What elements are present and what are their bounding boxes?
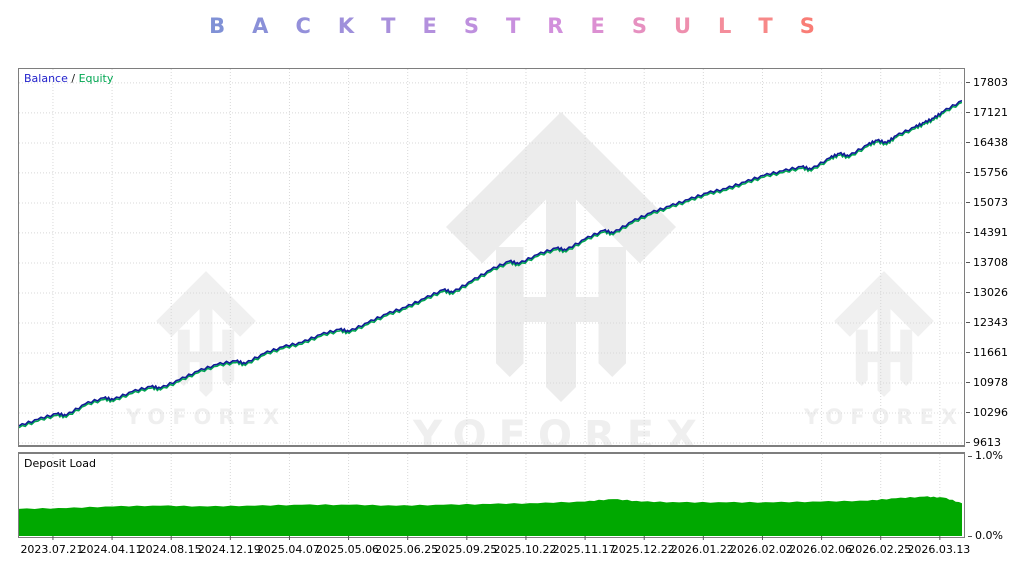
- legend-equity-label: Equity: [78, 72, 114, 85]
- title-letter: A: [252, 14, 269, 38]
- yoforex-watermark-left: YOFOREX: [126, 269, 279, 429]
- title-letter: B: [209, 14, 226, 38]
- y-axis-tick-label: 13026: [966, 286, 1008, 299]
- legend-separator: /: [67, 72, 79, 85]
- x-axis-tick-label: 2025.09.25: [434, 543, 498, 556]
- x-axis-tick-label: 2025.04.07: [256, 543, 320, 556]
- title-letter: C: [295, 14, 311, 38]
- balance-equity-chart: [19, 69, 962, 444]
- x-axis-tick-label: 2025.10.22: [493, 543, 557, 556]
- title-letter: L: [718, 14, 732, 38]
- y-axis-tick-label: 17121: [966, 106, 1008, 119]
- y-axis-tick-label: 10296: [966, 406, 1008, 419]
- x-axis-tick-label: 2026.02.02: [729, 543, 793, 556]
- y-axis-tick-label: 12343: [966, 316, 1008, 329]
- x-axis-tick-label: 2026.03.13: [907, 543, 971, 556]
- title-letter: S: [631, 14, 647, 38]
- title-letter: T: [505, 14, 521, 38]
- x-axis-tick-label: 2023.07.21: [20, 543, 84, 556]
- x-axis-tick-label: 2026.02.06: [789, 543, 853, 556]
- legend-balance-label: Balance: [24, 72, 68, 85]
- title-letter: R: [547, 14, 564, 38]
- title-letter: S: [799, 14, 815, 38]
- deposit-load-panel: Deposit Load: [18, 452, 965, 540]
- title-letter: K: [337, 14, 355, 38]
- title-letter: S: [463, 14, 479, 38]
- deposit-min-label: 0.0%: [968, 529, 1003, 542]
- yoforex-logo-icon: [156, 271, 256, 397]
- x-axis-tick-label: 2025.06.25: [375, 543, 439, 556]
- x-axis-tick-label: 2026.02.25: [848, 543, 912, 556]
- y-axis-tick-label: 9613: [966, 436, 1001, 449]
- y-axis-tick-label: 15756: [966, 166, 1008, 179]
- chart-legend: Balance / Equity: [24, 72, 113, 85]
- x-axis-tick-label: 2024.08.15: [138, 543, 202, 556]
- title-letter: E: [422, 14, 437, 38]
- title-letter: T: [381, 14, 396, 38]
- x-axis-tick-label: 2026.01.22: [670, 543, 734, 556]
- y-axis-tick-label: 16438: [966, 136, 1008, 149]
- x-axis-tick-label: 2025.11.17: [552, 543, 616, 556]
- deposit-max-label: 1.0%: [968, 449, 1003, 462]
- yoforex-logo-icon: [446, 112, 676, 402]
- y-axis-tick-label: 10978: [966, 376, 1008, 389]
- y-axis-tick-label: 11661: [966, 346, 1008, 359]
- watermark-text: YOFOREX: [125, 405, 287, 429]
- x-axis-tick-label: 2024.04.11: [79, 543, 143, 556]
- title-letter: U: [673, 14, 691, 38]
- y-axis-tick-label: 14391: [966, 226, 1008, 239]
- yoforex-watermark-center: YOFOREX: [413, 107, 697, 445]
- title-letter: E: [590, 14, 605, 38]
- watermark-text: YOFOREX: [413, 413, 709, 447]
- title-letter: T: [758, 14, 773, 38]
- deposit-load-label: Deposit Load: [24, 457, 96, 470]
- deposit-load-chart: [19, 454, 962, 540]
- balance-equity-chart-panel: YOFOREX YOFOREX: [18, 68, 965, 447]
- y-axis-tick-label: 15073: [966, 196, 1008, 209]
- x-axis-tick-label: 2024.12.19: [197, 543, 261, 556]
- y-axis-tick-label: 17803: [966, 76, 1008, 89]
- x-axis-tick-label: 2025.05.06: [316, 543, 380, 556]
- y-axis-tick-label: 13708: [966, 256, 1008, 269]
- x-axis-tick-label: 2025.12.22: [611, 543, 675, 556]
